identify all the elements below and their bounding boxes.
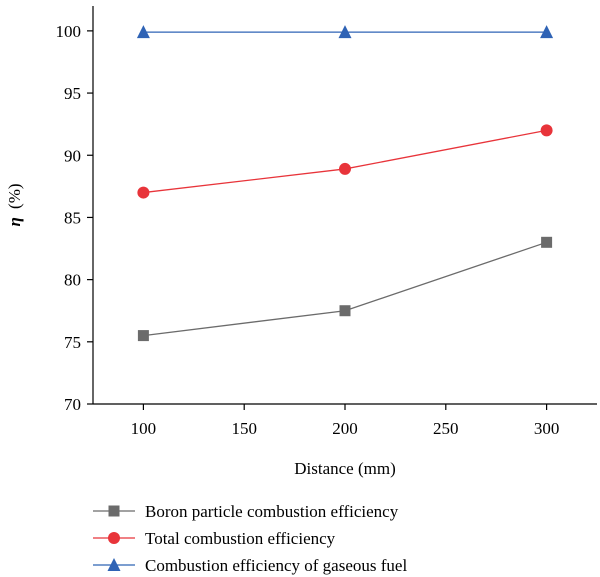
y-axis-unit: (%) (5, 183, 24, 208)
y-tick-label: 75 (64, 333, 81, 352)
x-tick-label: 300 (534, 419, 560, 438)
legend-marker (107, 558, 121, 571)
data-point (540, 25, 554, 39)
legend-marker (108, 505, 120, 517)
data-point (137, 330, 149, 342)
series-line-1 (143, 241, 547, 337)
data-point (339, 162, 351, 175)
y-tick-label: 85 (64, 208, 81, 227)
axes: 70 75 80 85 90 95 100 100 150 200 250 300 (56, 6, 597, 438)
x-tick-label: 250 (433, 419, 459, 438)
y-tick-label: 100 (56, 22, 82, 41)
data-point (338, 25, 352, 39)
data-point (339, 305, 351, 317)
data-point (137, 186, 150, 199)
y-tick-label: 95 (64, 84, 81, 103)
series-line-2 (143, 129, 547, 194)
data-point (136, 25, 150, 39)
x-tick-label: 100 (131, 419, 157, 438)
x-tick-label: 150 (231, 419, 257, 438)
y-tick-label: 70 (64, 395, 81, 414)
y-axis-symbol: η (5, 217, 24, 226)
legend-label: Combustion efficiency of gaseous fuel (145, 556, 407, 575)
legend-marker (108, 532, 120, 544)
plot-area (136, 25, 554, 342)
data-point (540, 124, 553, 137)
legend-label: Total combustion efficiency (145, 529, 336, 548)
data-point (541, 236, 553, 248)
x-axis-title: Distance (mm) (294, 459, 396, 478)
legend-label: Boron particle combustion efficiency (145, 502, 399, 521)
y-tick-label: 90 (64, 146, 81, 165)
y-tick-label: 80 (64, 271, 81, 290)
y-axis-title: η (%) (5, 183, 24, 226)
x-tick-label: 200 (332, 419, 358, 438)
legend: Boron particle combustion efficiency Tota… (93, 502, 407, 575)
